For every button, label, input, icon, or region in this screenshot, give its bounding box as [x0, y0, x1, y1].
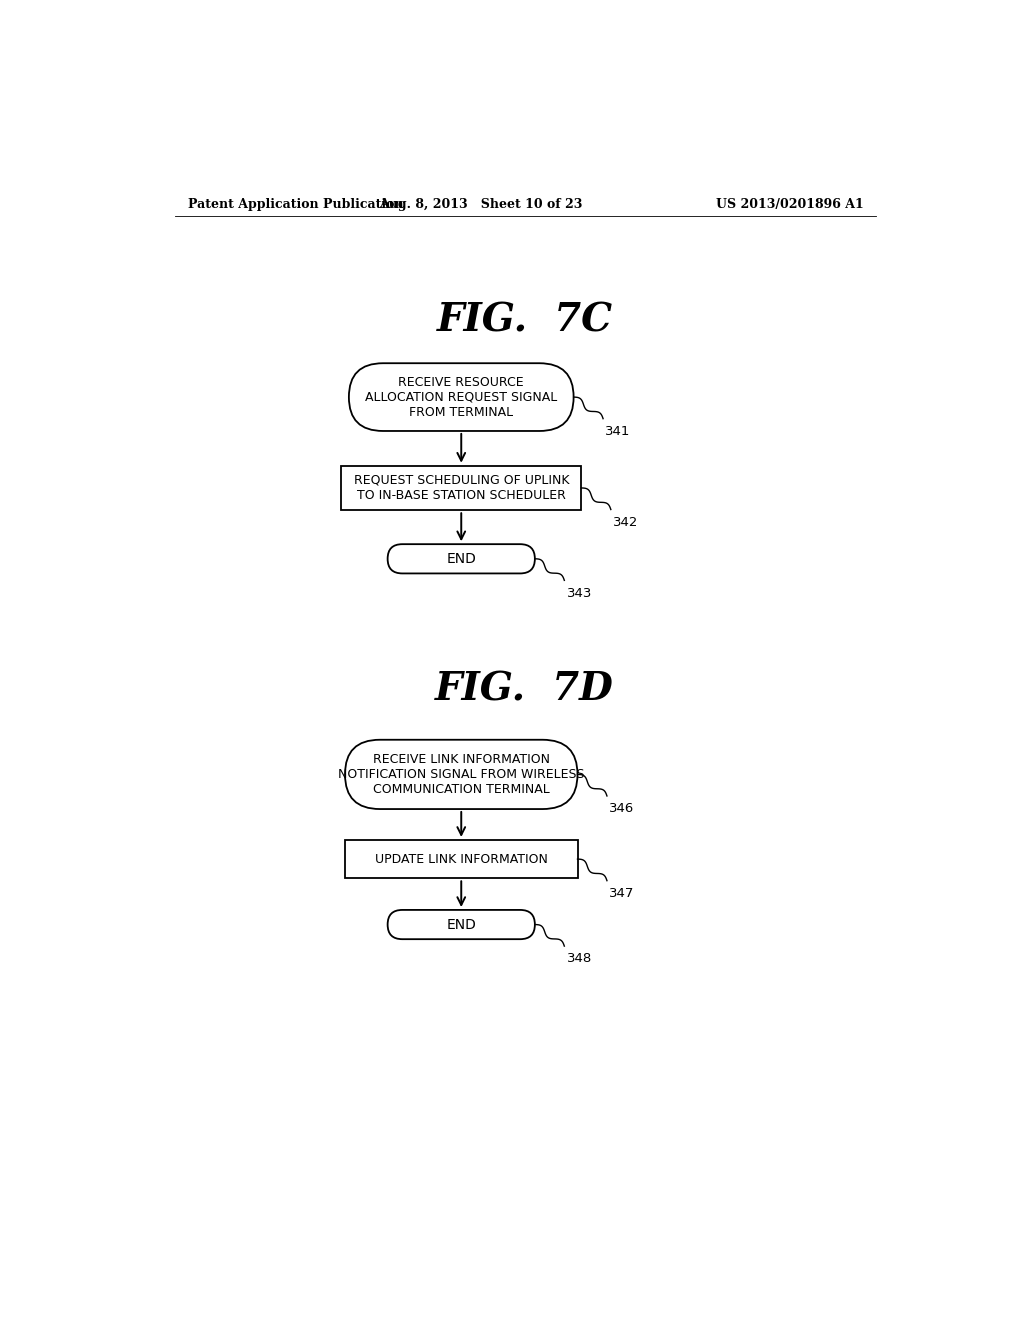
Text: UPDATE LINK INFORMATION: UPDATE LINK INFORMATION	[375, 853, 548, 866]
FancyBboxPatch shape	[349, 363, 573, 430]
Text: 346: 346	[609, 803, 635, 816]
Text: FIG.  7D: FIG. 7D	[435, 671, 614, 709]
Text: FIG.  7C: FIG. 7C	[437, 301, 612, 339]
Text: 342: 342	[613, 516, 639, 529]
Text: END: END	[446, 917, 476, 932]
Text: RECEIVE LINK INFORMATION
NOTIFICATION SIGNAL FROM WIRELESS
COMMUNICATION TERMINA: RECEIVE LINK INFORMATION NOTIFICATION SI…	[338, 752, 585, 796]
Text: 348: 348	[566, 952, 592, 965]
FancyBboxPatch shape	[345, 840, 578, 878]
Text: Aug. 8, 2013   Sheet 10 of 23: Aug. 8, 2013 Sheet 10 of 23	[379, 198, 583, 211]
Text: 343: 343	[566, 586, 592, 599]
FancyBboxPatch shape	[341, 466, 582, 511]
Text: END: END	[446, 552, 476, 566]
Text: US 2013/0201896 A1: US 2013/0201896 A1	[717, 198, 864, 211]
FancyBboxPatch shape	[388, 909, 535, 940]
Text: REQUEST SCHEDULING OF UPLINK
TO IN-BASE STATION SCHEDULER: REQUEST SCHEDULING OF UPLINK TO IN-BASE …	[353, 474, 569, 502]
FancyBboxPatch shape	[345, 739, 578, 809]
Text: 347: 347	[609, 887, 635, 900]
FancyBboxPatch shape	[388, 544, 535, 573]
Text: RECEIVE RESOURCE
ALLOCATION REQUEST SIGNAL
FROM TERMINAL: RECEIVE RESOURCE ALLOCATION REQUEST SIGN…	[366, 376, 557, 418]
Text: Patent Application Publication: Patent Application Publication	[188, 198, 403, 211]
Text: 341: 341	[605, 425, 631, 438]
